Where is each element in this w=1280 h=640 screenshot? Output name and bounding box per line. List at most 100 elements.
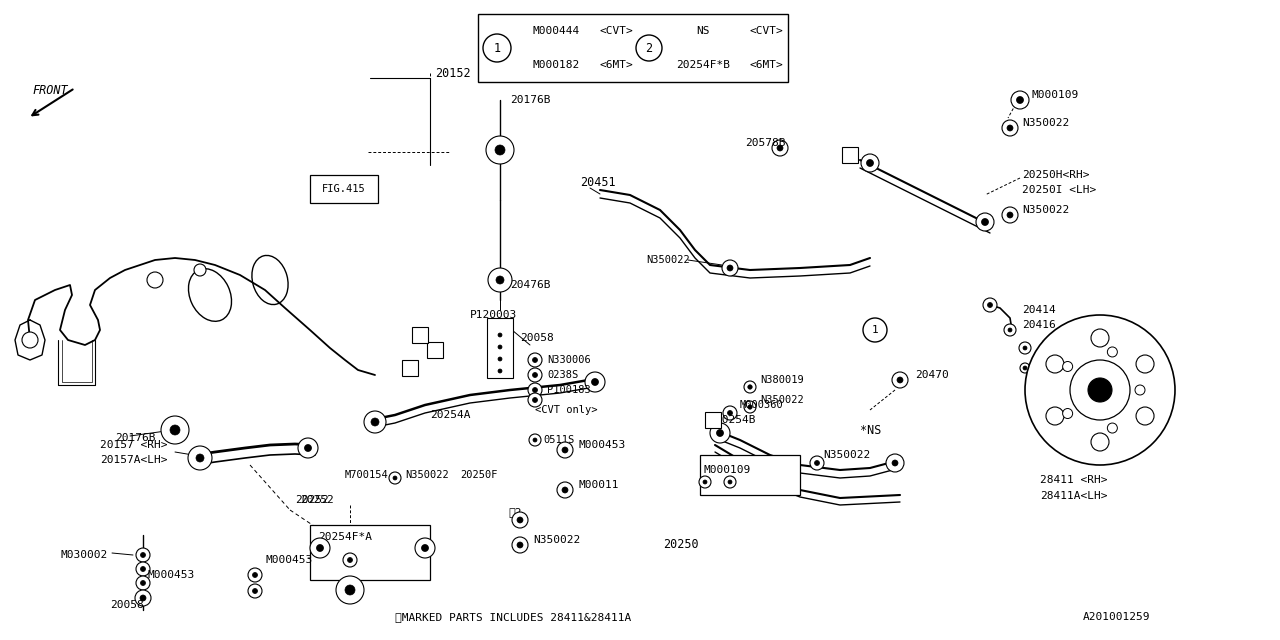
Circle shape xyxy=(1107,347,1117,357)
Text: N350022: N350022 xyxy=(646,255,690,265)
Circle shape xyxy=(557,442,573,458)
Circle shape xyxy=(298,438,317,458)
Circle shape xyxy=(867,159,873,166)
Circle shape xyxy=(1002,207,1018,223)
Circle shape xyxy=(1137,355,1155,373)
Text: N350022: N350022 xyxy=(1021,205,1069,215)
Bar xyxy=(486,318,513,378)
Text: <6MT>: <6MT> xyxy=(599,60,632,70)
Circle shape xyxy=(389,472,401,484)
Circle shape xyxy=(723,406,737,420)
Circle shape xyxy=(1091,329,1108,347)
Bar xyxy=(705,412,721,428)
Circle shape xyxy=(529,383,541,397)
Text: C: C xyxy=(847,150,854,160)
Circle shape xyxy=(343,553,357,567)
Circle shape xyxy=(724,476,736,488)
Circle shape xyxy=(722,260,739,276)
Text: P120003: P120003 xyxy=(470,310,517,320)
Circle shape xyxy=(727,265,733,271)
Circle shape xyxy=(532,397,538,403)
Circle shape xyxy=(1137,407,1155,425)
Circle shape xyxy=(982,218,988,225)
Circle shape xyxy=(728,480,732,484)
Circle shape xyxy=(886,454,904,472)
Text: N330006: N330006 xyxy=(547,355,591,365)
Text: N350022: N350022 xyxy=(1021,118,1069,128)
Circle shape xyxy=(892,372,908,388)
Circle shape xyxy=(1046,355,1064,373)
Circle shape xyxy=(517,542,524,548)
Circle shape xyxy=(748,385,753,389)
Circle shape xyxy=(196,454,204,462)
Circle shape xyxy=(562,487,568,493)
Text: P100183: P100183 xyxy=(547,385,591,395)
Circle shape xyxy=(987,303,992,307)
Bar xyxy=(842,147,858,163)
Text: B: B xyxy=(431,345,438,355)
Circle shape xyxy=(1002,120,1018,136)
Circle shape xyxy=(495,354,506,364)
Circle shape xyxy=(517,517,524,523)
Circle shape xyxy=(483,34,511,62)
Text: M030002: M030002 xyxy=(60,550,108,560)
Bar xyxy=(402,360,419,376)
Text: ※2: ※2 xyxy=(508,507,521,517)
Circle shape xyxy=(532,358,538,362)
Text: 20252: 20252 xyxy=(294,495,329,505)
Circle shape xyxy=(495,342,506,352)
Circle shape xyxy=(248,584,262,598)
Circle shape xyxy=(529,393,541,407)
Text: M000453: M000453 xyxy=(147,570,195,580)
Text: B: B xyxy=(710,415,716,425)
Text: 1: 1 xyxy=(872,325,878,335)
Circle shape xyxy=(1088,378,1112,402)
Text: 20058: 20058 xyxy=(520,333,554,343)
Circle shape xyxy=(188,446,212,470)
Ellipse shape xyxy=(252,255,288,305)
Text: 20176B: 20176B xyxy=(509,95,550,105)
Text: FRONT: FRONT xyxy=(32,83,68,97)
Circle shape xyxy=(810,456,824,470)
Bar xyxy=(428,342,443,358)
Text: 20254B: 20254B xyxy=(716,415,755,425)
Text: 20250: 20250 xyxy=(663,538,699,552)
Text: 2: 2 xyxy=(645,42,653,54)
Circle shape xyxy=(495,145,506,155)
Circle shape xyxy=(371,418,379,426)
Circle shape xyxy=(1020,363,1030,373)
Text: M000109: M000109 xyxy=(1032,90,1079,100)
Circle shape xyxy=(1135,385,1146,395)
Circle shape xyxy=(1025,315,1175,465)
Text: M700154: M700154 xyxy=(346,470,389,480)
Circle shape xyxy=(512,537,529,553)
Circle shape xyxy=(136,562,150,576)
Circle shape xyxy=(161,416,189,444)
Text: NS: NS xyxy=(696,26,709,36)
Text: M000109: M000109 xyxy=(703,465,750,475)
Circle shape xyxy=(140,595,146,601)
Text: 20176B: 20176B xyxy=(115,433,155,443)
Text: M000444: M000444 xyxy=(532,26,580,36)
Text: 20416: 20416 xyxy=(1021,320,1056,330)
Circle shape xyxy=(495,366,506,376)
Circle shape xyxy=(147,272,163,288)
Circle shape xyxy=(170,425,180,435)
Circle shape xyxy=(498,357,502,361)
Circle shape xyxy=(529,368,541,382)
Circle shape xyxy=(1016,97,1024,104)
Circle shape xyxy=(529,353,541,367)
Text: N380019: N380019 xyxy=(760,375,804,385)
Circle shape xyxy=(486,136,515,164)
Circle shape xyxy=(710,423,730,443)
Circle shape xyxy=(562,447,568,453)
Text: <CVT>: <CVT> xyxy=(749,26,783,36)
Text: ※MARKED PARTS INCLUDES 28411&28411A: ※MARKED PARTS INCLUDES 28411&28411A xyxy=(396,612,631,622)
Circle shape xyxy=(141,566,146,572)
Circle shape xyxy=(346,585,355,595)
Circle shape xyxy=(727,410,732,415)
Circle shape xyxy=(134,590,151,606)
Circle shape xyxy=(1007,212,1012,218)
Circle shape xyxy=(897,377,902,383)
Circle shape xyxy=(532,387,538,392)
